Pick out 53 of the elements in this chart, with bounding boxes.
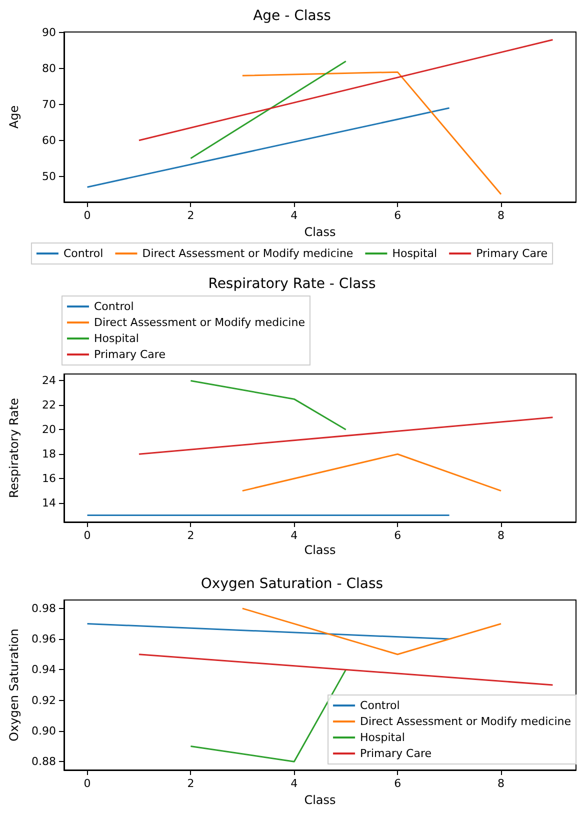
x-tick-label: 4: [290, 529, 298, 542]
y-tick-label: 90: [42, 26, 56, 40]
x-tick-label: 8: [498, 777, 505, 790]
x-axis-title: Class: [304, 543, 336, 557]
chart-title: Oxygen Saturation - Class: [200, 576, 384, 592]
y-axis-title: Age: [7, 105, 21, 129]
x-tick-label: 8: [498, 209, 505, 222]
legend-label: Direct Assessment or Modify medicine: [360, 715, 572, 728]
x-axis-title: Class: [304, 224, 336, 239]
legend-label: Primary Care: [94, 348, 166, 361]
legend-label: Control: [94, 300, 134, 313]
y-tick-label: 70: [42, 98, 56, 111]
y-tick-label: 18: [42, 448, 56, 461]
y-tick-label: 24: [42, 374, 56, 388]
y-tick-label: 0.88: [32, 755, 56, 768]
y-tick-label: 0.96: [32, 632, 56, 646]
legend-label: Primary Care: [476, 247, 548, 260]
y-tick-label: 80: [42, 62, 56, 75]
x-tick-label: 0: [84, 777, 91, 790]
y-tick-label: 50: [42, 170, 56, 183]
x-tick-label: 2: [187, 529, 194, 542]
y-tick-label: 14: [42, 496, 56, 510]
legend-label: Primary Care: [360, 747, 432, 760]
y-tick-label: 0.90: [32, 724, 56, 738]
x-tick-label: 2: [187, 777, 194, 790]
y-axis-title: Oxygen Saturation: [7, 628, 21, 742]
x-axis-title: Class: [304, 792, 336, 807]
chart-title: Respiratory Rate - Class: [208, 276, 376, 292]
x-tick-label: 8: [498, 529, 505, 542]
x-tick-label: 4: [290, 777, 298, 790]
y-tick-label: 0.94: [32, 663, 56, 676]
legend-label: Hospital: [392, 247, 438, 260]
legend-label: Control: [63, 247, 104, 260]
legend-label: Direct Assessment or Modify medicine: [94, 316, 306, 329]
legend-label: Direct Assessment or Modify medicine: [142, 247, 354, 260]
x-tick-label: 6: [394, 529, 402, 542]
x-tick-label: 6: [394, 209, 402, 222]
x-tick-label: 6: [394, 777, 402, 790]
y-tick-label: 60: [42, 134, 56, 147]
legend-label: Control: [360, 699, 400, 712]
x-tick-label: 0: [84, 209, 91, 222]
y-tick-label: 16: [42, 472, 56, 486]
y-tick-label: 22: [42, 398, 56, 412]
y-tick-label: 0.98: [32, 602, 56, 615]
x-tick-label: 4: [290, 209, 298, 222]
y-tick-label: 0.92: [32, 694, 56, 707]
x-tick-label: 2: [187, 209, 194, 222]
y-tick-label: 20: [42, 423, 56, 436]
legend-label: Hospital: [360, 731, 405, 744]
chart-title: Age - Class: [253, 8, 331, 24]
x-tick-label: 0: [84, 529, 91, 542]
legend-label: Hospital: [94, 332, 139, 345]
y-axis-title: Respiratory Rate: [7, 398, 21, 498]
